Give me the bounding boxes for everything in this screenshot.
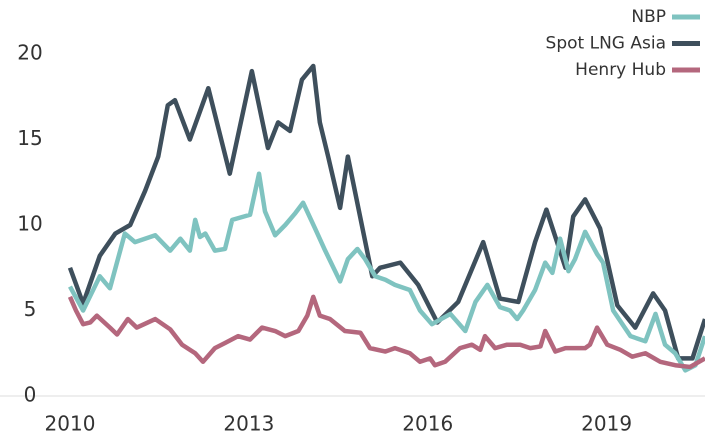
series-line	[67, 63, 705, 361]
y-tick-label: 0	[24, 383, 37, 407]
y-tick-label: 10	[17, 212, 42, 236]
x-tick-label: 2010	[45, 412, 96, 436]
y-tick-label: 15	[17, 126, 42, 150]
y-tick-label: 20	[17, 41, 42, 65]
series-line	[67, 294, 705, 370]
x-tick-label: 2016	[402, 412, 453, 436]
x-tick-label: 2019	[581, 412, 632, 436]
legend-label: Henry Hub	[575, 60, 666, 80]
legend-label: Spot LNG Asia	[546, 34, 666, 54]
y-tick-label: 5	[24, 297, 37, 321]
x-tick-label: 2013	[223, 412, 274, 436]
legend-label: NBP	[631, 7, 666, 27]
series-line	[68, 171, 705, 373]
